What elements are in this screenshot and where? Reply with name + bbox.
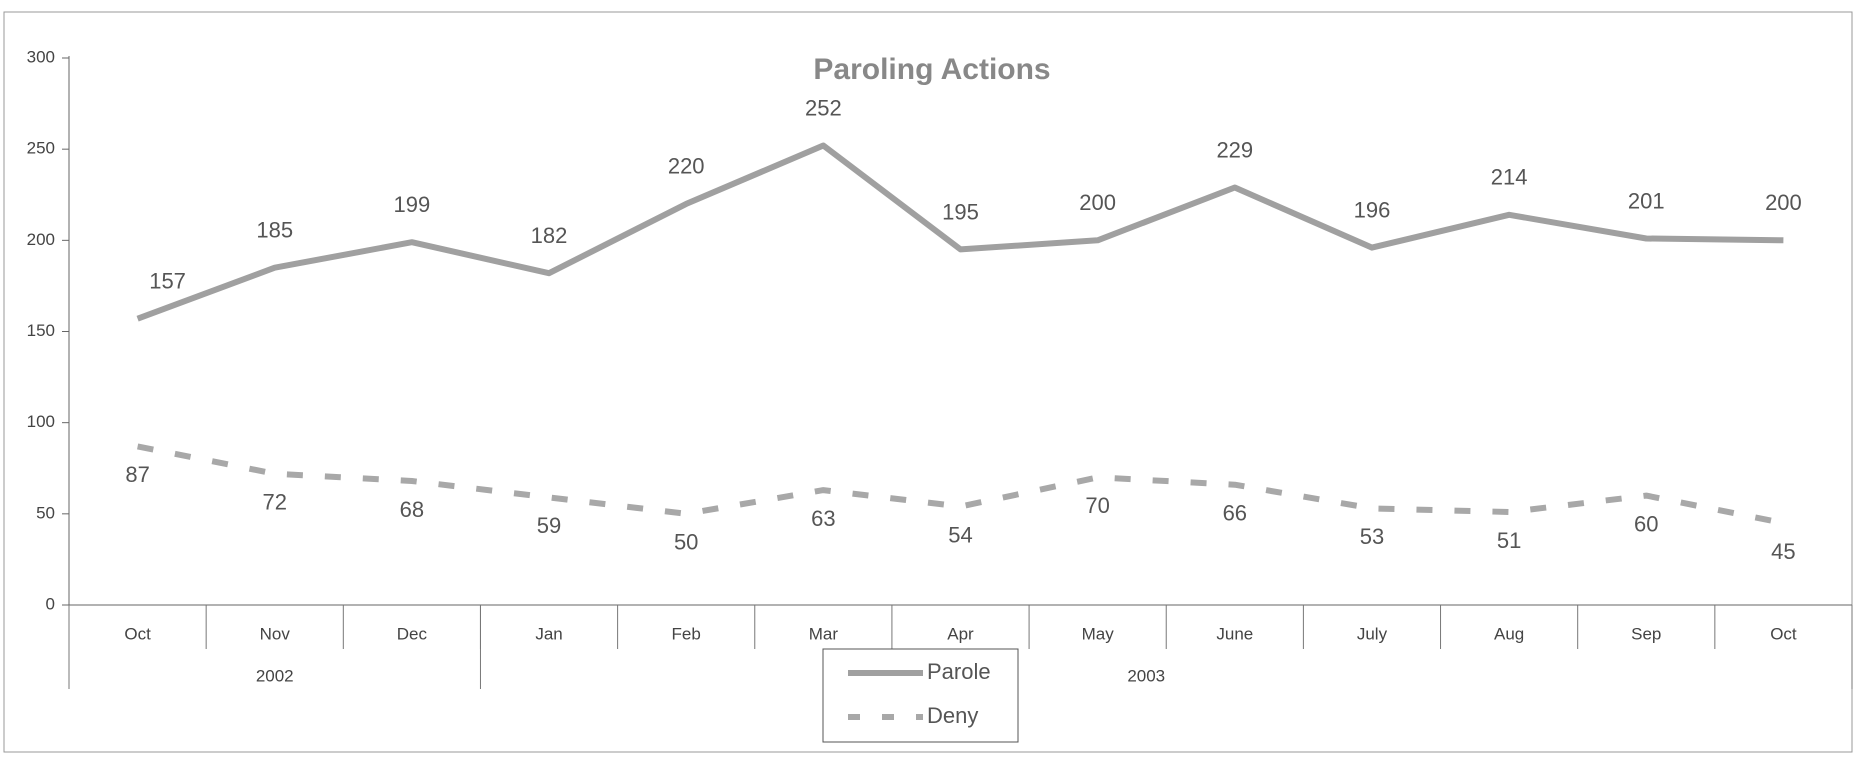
y-tick-label: 150 bbox=[27, 321, 55, 340]
x-tick-label: May bbox=[1082, 624, 1115, 643]
group-label: 2003 bbox=[1127, 666, 1165, 685]
x-tick-label: Mar bbox=[809, 624, 839, 643]
data-label: 59 bbox=[537, 513, 561, 538]
x-tick-label: Jan bbox=[535, 624, 562, 643]
x-tick-label: Dec bbox=[397, 624, 428, 643]
x-tick-label: Sep bbox=[1631, 624, 1661, 643]
x-tick-label: Feb bbox=[672, 624, 701, 643]
data-label: 53 bbox=[1360, 524, 1384, 549]
data-label: 70 bbox=[1085, 493, 1109, 518]
y-tick-label: 250 bbox=[27, 139, 55, 158]
y-tick-label: 300 bbox=[27, 47, 55, 66]
y-tick-label: 0 bbox=[46, 594, 55, 613]
y-tick-label: 200 bbox=[27, 230, 55, 249]
data-label: 199 bbox=[394, 192, 431, 217]
x-tick-label: July bbox=[1357, 624, 1388, 643]
data-label: 252 bbox=[805, 95, 842, 120]
x-tick-label: June bbox=[1216, 624, 1253, 643]
data-label: 200 bbox=[1079, 190, 1116, 215]
data-label: 182 bbox=[531, 223, 568, 248]
data-label: 63 bbox=[811, 506, 835, 531]
data-label: 68 bbox=[400, 497, 424, 522]
x-tick-label: Nov bbox=[260, 624, 291, 643]
line-series bbox=[137, 443, 1784, 526]
data-label: 229 bbox=[1216, 137, 1253, 162]
chart-title: Paroling Actions bbox=[813, 53, 1050, 86]
data-label: 185 bbox=[256, 217, 293, 242]
data-label: 51 bbox=[1497, 528, 1521, 553]
data-label: 214 bbox=[1491, 165, 1528, 190]
data-label: 50 bbox=[674, 530, 698, 555]
group-label: 2002 bbox=[256, 666, 294, 685]
data-label: 66 bbox=[1223, 500, 1247, 525]
x-tick-label: Oct bbox=[1770, 624, 1797, 643]
data-label: 45 bbox=[1771, 539, 1795, 564]
frame bbox=[3, 11, 1853, 753]
data-label: 87 bbox=[125, 462, 149, 487]
data-label: 60 bbox=[1634, 511, 1658, 536]
x-tick-label: Oct bbox=[124, 624, 151, 643]
data-label: 54 bbox=[948, 522, 972, 547]
line-series bbox=[136, 142, 1784, 322]
y-tick-label: 100 bbox=[27, 412, 55, 431]
data-label: 195 bbox=[942, 199, 979, 224]
data-label: 196 bbox=[1354, 197, 1391, 222]
data-label: 220 bbox=[668, 154, 705, 179]
data-label: 72 bbox=[262, 490, 286, 515]
legend-label: Deny bbox=[927, 703, 978, 728]
data-label: 200 bbox=[1765, 190, 1802, 215]
data-label: 201 bbox=[1628, 188, 1665, 213]
data-label: 157 bbox=[149, 269, 186, 294]
legend-label: Parole bbox=[927, 659, 991, 684]
x-tick-label: Apr bbox=[947, 624, 974, 643]
x-tick-label: Aug bbox=[1494, 624, 1524, 643]
legend-box bbox=[822, 648, 1019, 743]
y-tick-label: 50 bbox=[36, 503, 55, 522]
